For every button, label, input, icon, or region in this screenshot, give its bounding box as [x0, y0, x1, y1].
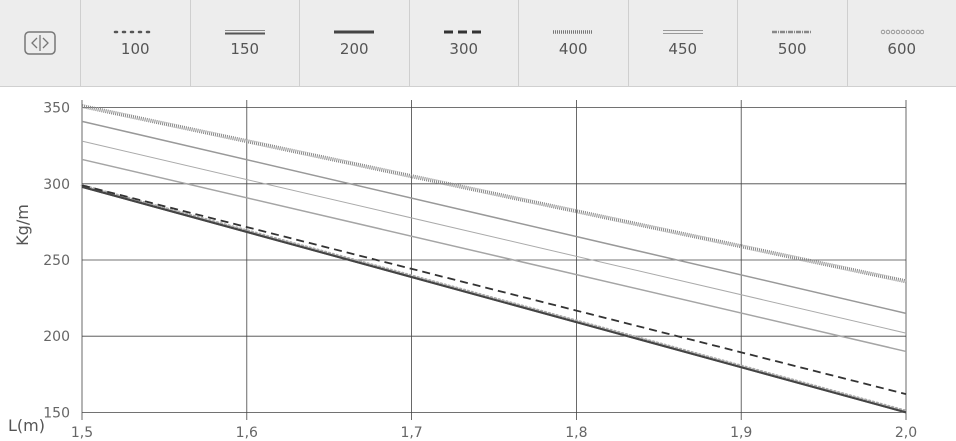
legend-swatch-hatched: [553, 30, 594, 34]
legend-item-150[interactable]: 150: [191, 0, 300, 86]
legend-label: 300: [449, 40, 479, 58]
series-line-100: [80, 184, 908, 413]
legend-swatch-circles: [880, 29, 924, 35]
legend-swatch-thin-double: [662, 30, 703, 34]
legend-label: 150: [230, 40, 260, 58]
legend-item-600[interactable]: 600: [848, 0, 956, 86]
legend-item-200[interactable]: 200: [300, 0, 410, 86]
series-line-600: [81, 158, 907, 353]
y-tick-label: 250: [43, 253, 70, 269]
y-tick-label: 300: [43, 177, 70, 193]
x-tick-label: 1,9: [730, 425, 752, 441]
tick-labels: 150 200 250 300 350 1,5 1,6 1,7 1,8 1,9 2,0: [43, 101, 917, 441]
legend-item-500[interactable]: 500: [738, 0, 848, 86]
split-view-icon: [24, 31, 56, 55]
legend-item-100[interactable]: 100: [81, 0, 191, 86]
legend-item-300[interactable]: 300: [410, 0, 519, 86]
series-line-500: [81, 120, 907, 315]
y-tick-label: 350: [43, 101, 70, 117]
legend-label: 500: [777, 40, 807, 58]
legend-label: 400: [558, 40, 588, 58]
x-tick-label: 1,8: [565, 425, 587, 441]
legend-swatch-dotted: [114, 30, 157, 34]
legend-label: 200: [339, 40, 369, 58]
grid: [81, 100, 907, 420]
x-tick-label: 1,6: [236, 425, 258, 441]
x-tick-label: 1,7: [400, 425, 422, 441]
legend-toggle-button[interactable]: [0, 0, 81, 86]
legend-item-400[interactable]: 400: [519, 0, 629, 86]
series-line-450: [81, 140, 907, 334]
legend-swatch-solid: [334, 30, 375, 34]
legend-item-450[interactable]: 450: [629, 0, 738, 86]
series-line-300: [81, 184, 907, 395]
legend-label: 600: [887, 40, 917, 58]
series-line-400: [81, 104, 907, 284]
legend-label: 450: [668, 40, 698, 58]
series-lines: [80, 104, 908, 414]
x-tick-label: 1,5: [71, 425, 93, 441]
legend-bar: 100 150 200 300 400 450: [0, 0, 956, 87]
legend-label: 100: [120, 40, 150, 58]
y-tick-label: 200: [43, 329, 70, 345]
legend-swatch-dash-dot: [772, 30, 813, 34]
x-tick-label: 2,0: [895, 425, 917, 441]
x-axis-title: L(m): [8, 416, 45, 435]
legend-swatch-dashed: [443, 30, 484, 34]
series-line-200: [81, 185, 907, 414]
y-tick-label: 150: [43, 405, 70, 421]
line-chart: 150 200 250 300 350 1,5 1,6 1,7 1,8 1,9 2,0 Kg/m L…: [8, 100, 917, 441]
legend-swatch-double: [224, 30, 265, 35]
y-axis-title: Kg/m: [13, 204, 32, 246]
